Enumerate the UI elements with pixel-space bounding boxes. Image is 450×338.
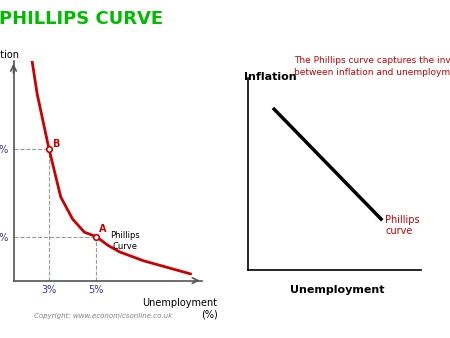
Text: The Phillips curve captures the inverse relationship
between inflation and unemp: The Phillips curve captures the inverse … <box>294 56 450 77</box>
Text: Phillips
Curve: Phillips Curve <box>110 231 140 251</box>
Text: A: A <box>99 224 107 234</box>
Text: B: B <box>52 139 59 148</box>
Text: Unemployment: Unemployment <box>290 285 385 295</box>
Text: Unemployment
(%): Unemployment (%) <box>143 298 218 320</box>
Text: Copyright: www.economicsonline.co.uk: Copyright: www.economicsonline.co.uk <box>35 313 172 319</box>
Text: Phillips
curve: Phillips curve <box>385 215 420 236</box>
Text: Inflation
(%): Inflation (%) <box>0 50 19 71</box>
Text: Inflation: Inflation <box>244 72 297 82</box>
Text: PHILLIPS CURVE: PHILLIPS CURVE <box>0 10 163 28</box>
